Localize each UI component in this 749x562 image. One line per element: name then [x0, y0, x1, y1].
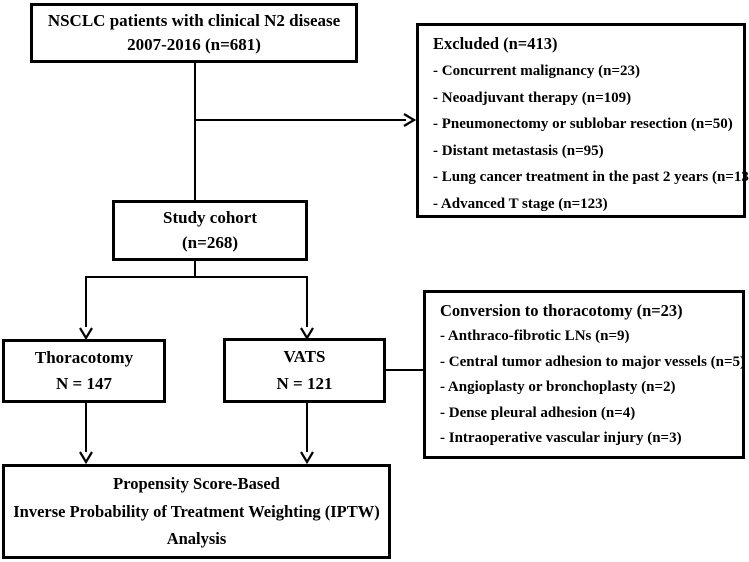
- conversion-item: - Anthraco-fibrotic LNs (n=9): [440, 328, 630, 344]
- conversion-title: Conversion to thoracotomy (n=23): [440, 301, 683, 320]
- excluded-box: Excluded (n=413) - Concurrent malignancy…: [416, 23, 749, 218]
- nsclc-patients-box: NSCLC patients with clinical N2 disease …: [30, 3, 358, 63]
- thoracotomy-box: Thoracotomy N = 147: [2, 339, 166, 403]
- vats-box: VATS N = 121: [223, 338, 386, 403]
- conversion-item: - Intraoperative vascular injury (n=3): [440, 430, 682, 446]
- iptw-analysis-box: Propensity Score-Based Inverse Probabili…: [2, 464, 391, 559]
- study-cohort-line1: Study cohort: [163, 208, 257, 227]
- connector-to-excluded: [194, 119, 406, 121]
- arrow-down-icon: [299, 448, 315, 464]
- nsclc-box-line2: 2007-2016 (n=681): [127, 35, 261, 55]
- arrow-down-icon: [78, 448, 94, 464]
- thoracotomy-line2: N = 147: [56, 374, 112, 393]
- connector-study-stub: [194, 261, 196, 278]
- connector-vats-to-analysis: [306, 403, 308, 452]
- conversion-item: - Angioplasty or bronchoplasty (n=2): [440, 379, 676, 395]
- connector-branch-right: [306, 276, 308, 327]
- conversion-item: - Central tumor adhesion to major vessel…: [440, 353, 746, 370]
- excluded-title: Excluded (n=413): [433, 34, 558, 53]
- analysis-line1: Propensity Score-Based: [113, 474, 280, 494]
- excluded-item: - Pneumonectomy or sublobar resection (n…: [433, 116, 733, 132]
- arrow-down-icon: [78, 324, 94, 340]
- thoracotomy-line1: Thoracotomy: [34, 348, 134, 367]
- connector-top-to-study: [194, 63, 196, 200]
- study-cohort-line2: (n=268): [182, 233, 238, 252]
- connector-branch-left: [85, 276, 87, 327]
- arrow-right-icon: [400, 112, 416, 128]
- analysis-line2: Inverse Probability of Treatment Weighti…: [13, 501, 380, 521]
- nsclc-box-line1: NSCLC patients with clinical N2 disease: [47, 10, 341, 30]
- connector-thoracotomy-to-analysis: [85, 403, 87, 452]
- excluded-item: - Advanced T stage (n=123): [433, 195, 608, 212]
- study-cohort-box: Study cohort (n=268): [112, 200, 308, 261]
- excluded-item: - Lung cancer treatment in the past 2 ye…: [433, 169, 749, 185]
- excluded-item: - Neoadjuvant therapy (n=109): [433, 89, 632, 106]
- conversion-box: Conversion to thoracotomy (n=23) - Anthr…: [423, 290, 745, 459]
- excluded-item: - Concurrent malignancy (n=23): [433, 63, 641, 79]
- vats-line2: N = 121: [276, 373, 333, 393]
- connector-branch: [85, 276, 308, 278]
- excluded-item: - Distant metastasis (n=95): [433, 142, 604, 159]
- conversion-item: - Dense pleural adhesion (n=4): [440, 404, 636, 421]
- vats-line1: VATS: [283, 347, 326, 367]
- analysis-line3: Analysis: [166, 528, 227, 548]
- connector-vats-to-conversion: [384, 369, 423, 371]
